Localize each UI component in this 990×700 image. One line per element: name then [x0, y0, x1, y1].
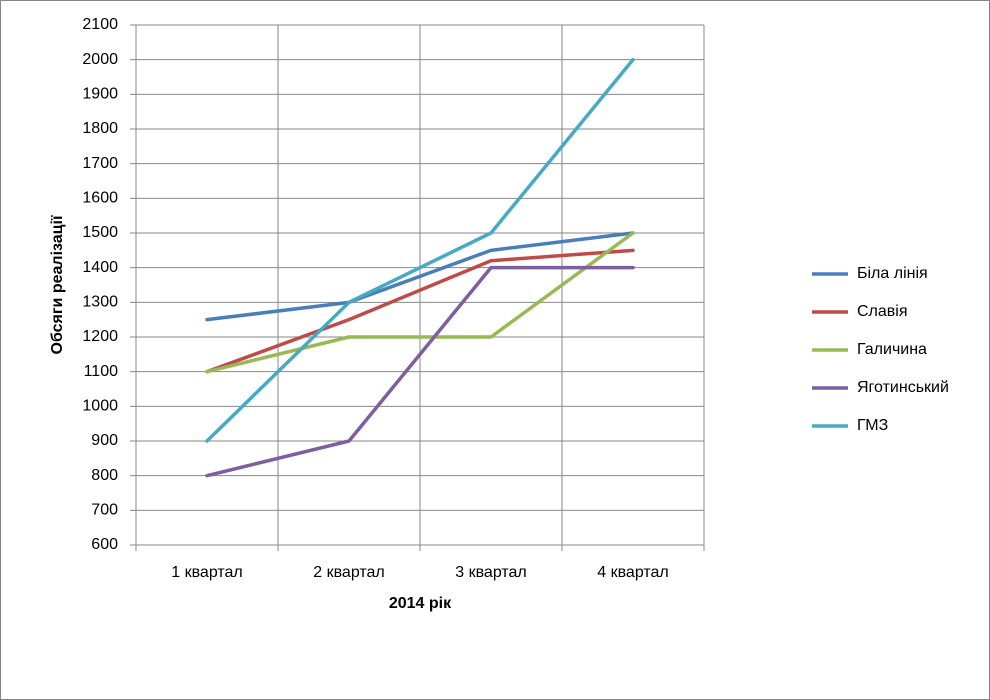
legend-label: Славія — [857, 303, 908, 320]
x-tick-label: 1 квартал — [171, 564, 243, 581]
series-line — [205, 57, 635, 443]
y-tick-label: 800 — [91, 467, 118, 484]
y-tick-label: 1000 — [82, 398, 118, 415]
y-axis-title: Обсяги реалізації — [49, 215, 66, 354]
x-tick-label: 4 квартал — [597, 564, 669, 581]
y-tick-label: 2100 — [82, 16, 118, 33]
y-tick-label: 700 — [91, 502, 118, 519]
y-tick-label: 1300 — [82, 294, 118, 311]
y-tick-label: 1100 — [84, 363, 119, 380]
x-tick-label: 3 квартал — [455, 564, 527, 581]
y-tick-label: 1800 — [82, 120, 118, 137]
series-line — [205, 265, 635, 478]
x-tick-label: 2 квартал — [313, 564, 385, 581]
y-tick-label: 600 — [91, 536, 118, 553]
y-tick-label: 900 — [91, 432, 118, 449]
legend-label: Яготинський — [857, 379, 949, 396]
y-tick-label: 2000 — [82, 51, 118, 68]
legend-label: ГМЗ — [857, 417, 888, 434]
legend-label: Біла лінія — [857, 265, 928, 282]
series-line — [205, 231, 635, 322]
legend-label: Галичина — [857, 341, 927, 358]
y-tick-label: 1400 — [82, 259, 118, 276]
y-tick-label: 1600 — [82, 190, 118, 207]
y-tick-label: 1900 — [82, 86, 118, 103]
x-axis-title: 2014 рік — [389, 595, 452, 612]
y-tick-label: 1500 — [82, 224, 118, 241]
series-line — [205, 231, 635, 374]
series-line — [205, 248, 635, 374]
y-tick-label: 1200 — [82, 328, 118, 345]
y-tick-label: 1700 — [82, 155, 118, 172]
